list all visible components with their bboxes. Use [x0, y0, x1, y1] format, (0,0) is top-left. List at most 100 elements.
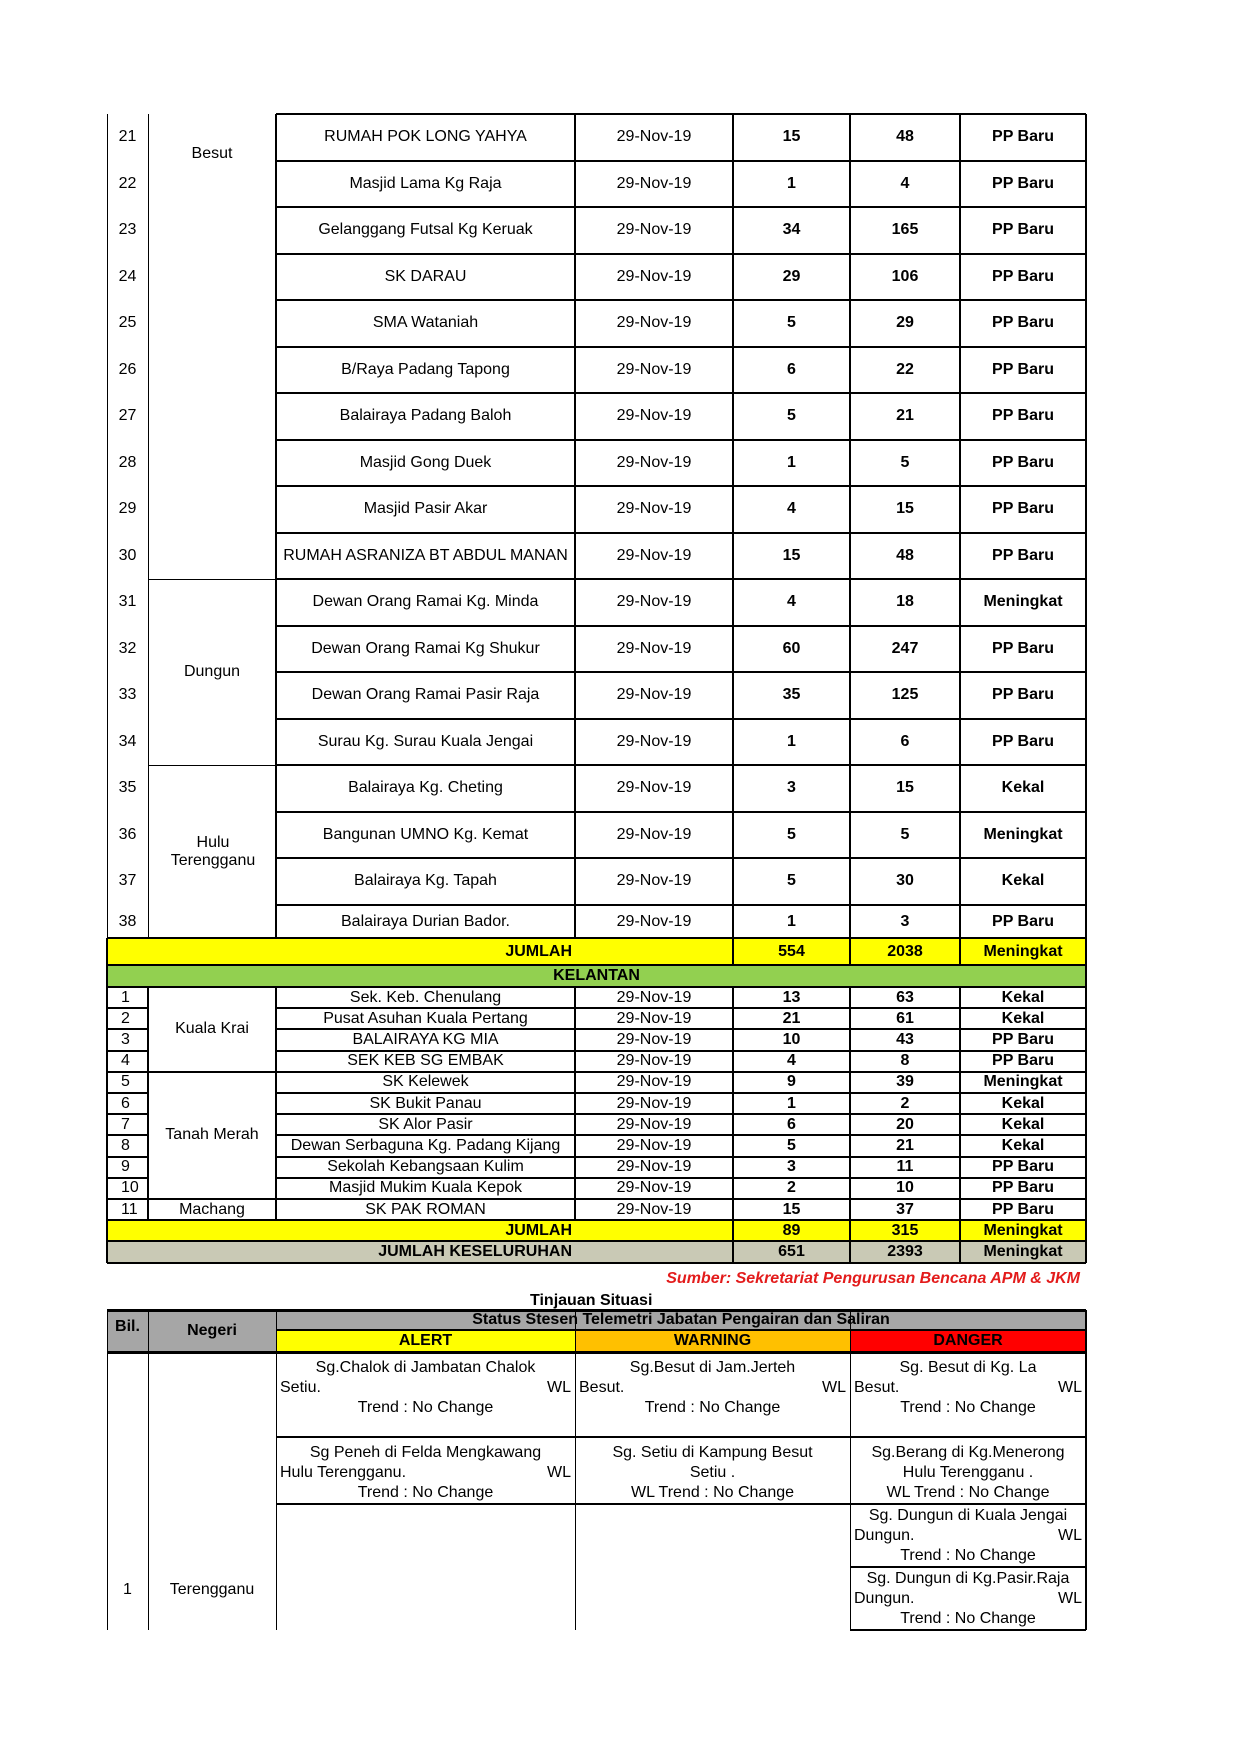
- cell-status: PP Baru: [992, 453, 1054, 471]
- grid-line: [276, 857, 1086, 859]
- cell-status: Kekal: [1001, 1094, 1045, 1112]
- grid-line: [107, 1007, 148, 1010]
- cell-no: 32: [118, 639, 137, 657]
- grid-line: [732, 1241, 734, 1264]
- grid-line: [107, 1049, 148, 1052]
- cell-no: 21: [118, 128, 137, 146]
- grid-line: [276, 206, 1086, 208]
- cell-families: 4: [787, 500, 796, 518]
- cell-name: SEK KEB SG EMBAK: [347, 1052, 504, 1070]
- station-wl: WL: [1058, 1590, 1082, 1607]
- cell-name: Masjid Lama Kg Raja: [349, 174, 502, 192]
- grid-line: [107, 1351, 1086, 1354]
- cell-date: 29-Nov-19: [616, 221, 692, 239]
- grid-line: [959, 938, 961, 965]
- station-trend: WL Trend : No Change: [630, 1484, 795, 1501]
- total-date-blank: [575, 1220, 733, 1242]
- station-location: Dungun.: [854, 1590, 915, 1607]
- cell-families: 5: [787, 872, 796, 890]
- cell-name: Dewan Orang Ramai Kg. Minda: [312, 593, 539, 611]
- grid-line: [107, 1092, 148, 1094]
- station-warning: Sg. Setiu di Kampung Besut Setiu . WL Tren…: [575, 1437, 850, 1504]
- grid-line: [276, 810, 1086, 813]
- cell-victims: 4: [900, 174, 910, 192]
- cell-victims: 15: [896, 500, 914, 518]
- station-location-row: Setiu. WL: [280, 1378, 571, 1398]
- cell-status: PP Baru: [992, 1179, 1054, 1197]
- cell-status: PP Baru: [992, 912, 1054, 930]
- grid-line: [276, 392, 1086, 394]
- header-status-title: Status Stesen Telemetri Jabatan Pengaira…: [276, 1310, 1086, 1330]
- cell-date: 29-Nov-19: [616, 1115, 692, 1133]
- cell-no: 36: [118, 825, 137, 843]
- grid-line: [106, 938, 108, 965]
- cell-date: 29-Nov-19: [616, 686, 692, 704]
- cell-victims: 5: [900, 453, 910, 471]
- cell-no: 31: [118, 593, 137, 611]
- cell-no: 27: [118, 407, 137, 425]
- grid-line: [106, 987, 108, 1221]
- cell-families: 21: [782, 1009, 801, 1027]
- cell-no: 1: [121, 988, 130, 1006]
- cell-date: 29-Nov-19: [616, 546, 692, 564]
- grid-line: [107, 964, 1086, 966]
- state-header: KELANTAN: [107, 965, 1086, 987]
- station-location: Hulu Terengganu.: [280, 1464, 407, 1481]
- grid-line: [732, 1220, 734, 1242]
- cell-no: 29: [118, 500, 137, 518]
- station-alert: Sg.Chalok di Jambatan Chalok Setiu. WL Tren…: [276, 1352, 575, 1437]
- cell-status: Kekal: [1001, 1009, 1045, 1027]
- grid-line: [107, 1176, 148, 1179]
- cell-name: SK Kelewek: [382, 1073, 469, 1091]
- cell-name: Sek. Keb. Chenulang: [349, 988, 502, 1006]
- total-label: JUMLAH: [107, 938, 575, 965]
- grid-line: [107, 1309, 1086, 1312]
- cell-families: 6: [787, 1115, 796, 1133]
- cell-families: 1: [787, 1094, 796, 1112]
- header-negeri: Negeri: [148, 1310, 276, 1352]
- grid-line: [1085, 114, 1087, 938]
- total-families: 554: [733, 938, 850, 965]
- grid-line: [107, 1262, 1086, 1265]
- grid-line: [276, 345, 1086, 348]
- station-danger: Sg. Besut di Kg. La Besut. WL Trend : No Ch…: [850, 1352, 1086, 1437]
- grid-line: [732, 938, 734, 965]
- cell-families: 9: [787, 1073, 796, 1091]
- grid-line: [107, 1028, 148, 1031]
- grid-line: [1085, 1352, 1087, 1630]
- cell-date: 29-Nov-19: [616, 1094, 692, 1112]
- station-location-row: Dungun. WL: [854, 1526, 1082, 1546]
- grid-line: [575, 1436, 850, 1438]
- cell-date: 29-Nov-19: [616, 912, 692, 930]
- cell-status: PP Baru: [992, 546, 1054, 564]
- grid-line: [276, 1070, 1086, 1073]
- cell-name: Bangunan UMNO Kg. Kemat: [322, 825, 529, 843]
- cell-status: PP Baru: [992, 1030, 1054, 1048]
- station-trend: Trend : No Change: [900, 1610, 1036, 1627]
- station-location: Hulu Terengganu .: [902, 1464, 1034, 1481]
- grid-line: [849, 1241, 851, 1264]
- station-wl: WL: [547, 1379, 571, 1396]
- station-danger: Sg. Dungun di Kg.Pasir.Raja Dungun. WL Tren…: [850, 1567, 1086, 1630]
- cell-name: SK Alor Pasir: [378, 1115, 473, 1133]
- cell-status: Kekal: [1001, 1115, 1045, 1133]
- grid-line: [106, 965, 108, 987]
- cell-families: 1: [787, 732, 796, 750]
- cell-families: 10: [782, 1030, 801, 1048]
- grid-line: [276, 1028, 1086, 1031]
- cell-status: PP Baru: [992, 174, 1054, 192]
- cell-families: 6: [787, 360, 796, 378]
- district-label: Tanah Merah: [165, 1126, 259, 1144]
- total-families: 651: [733, 1241, 850, 1264]
- cell-no: 6: [121, 1094, 130, 1112]
- cell-victims: 48: [896, 546, 914, 564]
- cell-name: Balairaya Kg. Tapah: [354, 872, 497, 890]
- grid-line: [276, 113, 1086, 115]
- station-location: Setiu .: [689, 1464, 736, 1481]
- total-status: Meningkat: [960, 938, 1086, 965]
- cell-victims: 106: [891, 267, 919, 285]
- grid-line: [107, 1240, 1086, 1243]
- cell-victims: 5: [900, 825, 910, 843]
- station-name: Sg.Besut di Jam.Jerteh: [629, 1359, 796, 1376]
- cell-date: 29-Nov-19: [616, 593, 692, 611]
